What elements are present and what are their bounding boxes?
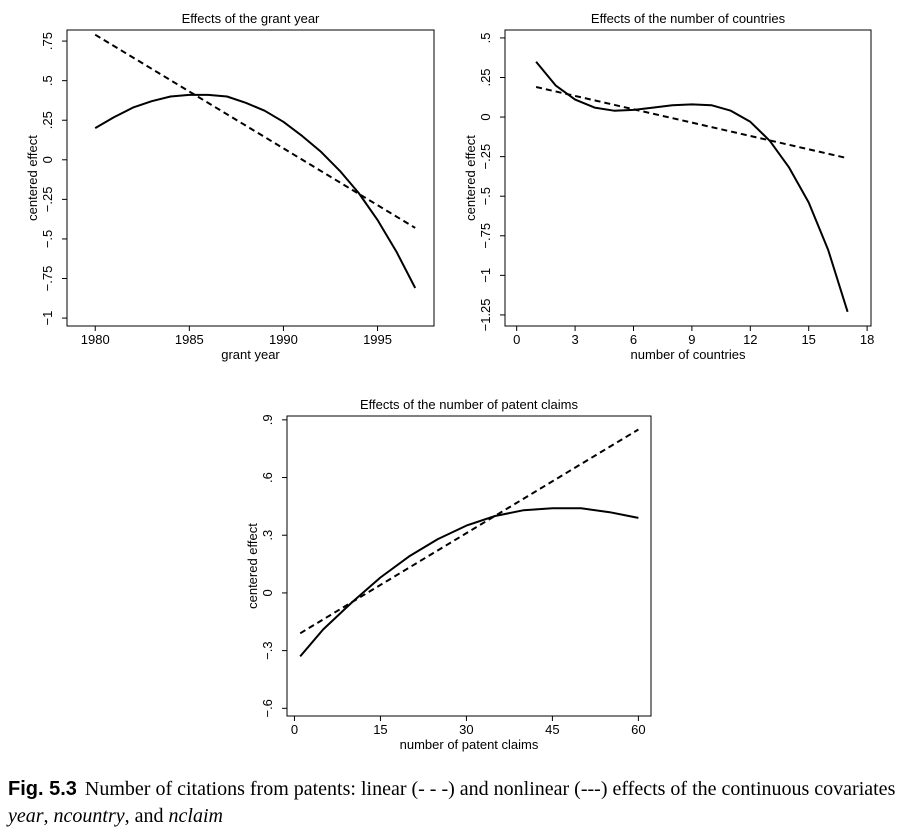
x-tick-label: 18 bbox=[860, 332, 874, 347]
x-tick-label: 45 bbox=[545, 722, 559, 737]
x-tick-label: 15 bbox=[801, 332, 815, 347]
x-tick-label: 1990 bbox=[269, 332, 298, 347]
chart-title: Effects of the number of countries bbox=[591, 11, 786, 26]
caption-sep-1: , bbox=[43, 805, 54, 827]
y-tick-label: −1 bbox=[478, 268, 493, 283]
x-axis-label: number of countries bbox=[631, 347, 746, 362]
y-tick-label: −1.25 bbox=[478, 298, 493, 331]
plot-frame bbox=[66, 29, 435, 327]
x-tick-label: 9 bbox=[688, 332, 695, 347]
linear-effect-line bbox=[535, 86, 848, 160]
x-axis-label: number of patent claims bbox=[400, 737, 539, 752]
y-tick-label: 0 bbox=[40, 156, 55, 163]
x-tick-label: 15 bbox=[373, 722, 387, 737]
y-tick-label: −.25 bbox=[478, 144, 493, 170]
figure-caption: Fig. 5.3 Number of citations from patents… bbox=[8, 776, 896, 830]
x-tick-label: 1985 bbox=[175, 332, 204, 347]
nonlinear-effect-line bbox=[299, 507, 639, 658]
chart-panel-2: Effects of the number of countries 0 3 6 9 12… bbox=[463, 11, 874, 362]
y-tick-label: −.3 bbox=[260, 641, 275, 659]
x-tick-label: 12 bbox=[743, 332, 757, 347]
y-tick-label: 0 bbox=[478, 113, 493, 120]
plot-frame bbox=[286, 415, 652, 717]
y-axis-label: centered effect bbox=[463, 135, 478, 221]
nonlinear-effect-line bbox=[535, 61, 849, 313]
chart-panel-3: Effects of the number of patent claims 0 1… bbox=[245, 397, 652, 752]
y-tick-label: −.5 bbox=[478, 187, 493, 205]
y-tick-label: −.25 bbox=[40, 187, 55, 213]
y-tick-label: .5 bbox=[40, 75, 55, 86]
x-tick-label: 60 bbox=[631, 722, 645, 737]
caption-text: Number of citations from patents: linear… bbox=[84, 778, 896, 800]
y-axis-label: centered effect bbox=[245, 523, 260, 609]
chart-panel-1: Effects of the grant year 1980 1985 1990 199… bbox=[25, 11, 435, 362]
y-tick-label: .25 bbox=[478, 68, 493, 86]
y-tick-label: 0 bbox=[260, 589, 275, 596]
caption-var-ncountry: ncountry bbox=[53, 805, 125, 827]
x-tick-label: 6 bbox=[630, 332, 637, 347]
caption-var-nclaim: nclaim bbox=[168, 805, 223, 827]
y-tick-label: .75 bbox=[40, 32, 55, 50]
x-axis-label: grant year bbox=[221, 347, 280, 362]
x-tick-label: 30 bbox=[459, 722, 473, 737]
figure: Effects of the grant year 1980 1985 1990 199… bbox=[25, 11, 874, 752]
linear-effect-line bbox=[299, 428, 639, 635]
y-tick-label: −.75 bbox=[40, 266, 55, 292]
y-tick-label: .25 bbox=[40, 111, 55, 129]
chart-title: Effects of the number of patent claims bbox=[360, 397, 578, 412]
y-tick-label: −.75 bbox=[478, 223, 493, 249]
y-tick-label: .5 bbox=[478, 32, 493, 43]
x-tick-label: 1995 bbox=[363, 332, 392, 347]
y-axis-label: centered effect bbox=[25, 135, 40, 221]
y-tick-label: −1 bbox=[40, 311, 55, 326]
y-tick-label: .3 bbox=[260, 530, 275, 541]
figure-label: Fig. 5.3 bbox=[8, 778, 77, 800]
nonlinear-effect-line bbox=[94, 93, 417, 289]
x-tick-label: 3 bbox=[571, 332, 578, 347]
y-tick-label: .6 bbox=[260, 472, 275, 483]
y-tick-label: −.5 bbox=[40, 230, 55, 248]
x-tick-label: 1980 bbox=[81, 332, 110, 347]
plot-frame bbox=[504, 29, 872, 327]
linear-effect-line bbox=[94, 33, 416, 229]
caption-sep-2: , and bbox=[124, 805, 169, 827]
x-tick-label: 0 bbox=[513, 332, 520, 347]
caption-var-year: year bbox=[8, 805, 44, 827]
y-tick-label: .9 bbox=[260, 414, 275, 425]
chart-title: Effects of the grant year bbox=[182, 11, 320, 26]
x-tick-label: 0 bbox=[291, 722, 298, 737]
y-tick-label: −.6 bbox=[260, 699, 275, 717]
